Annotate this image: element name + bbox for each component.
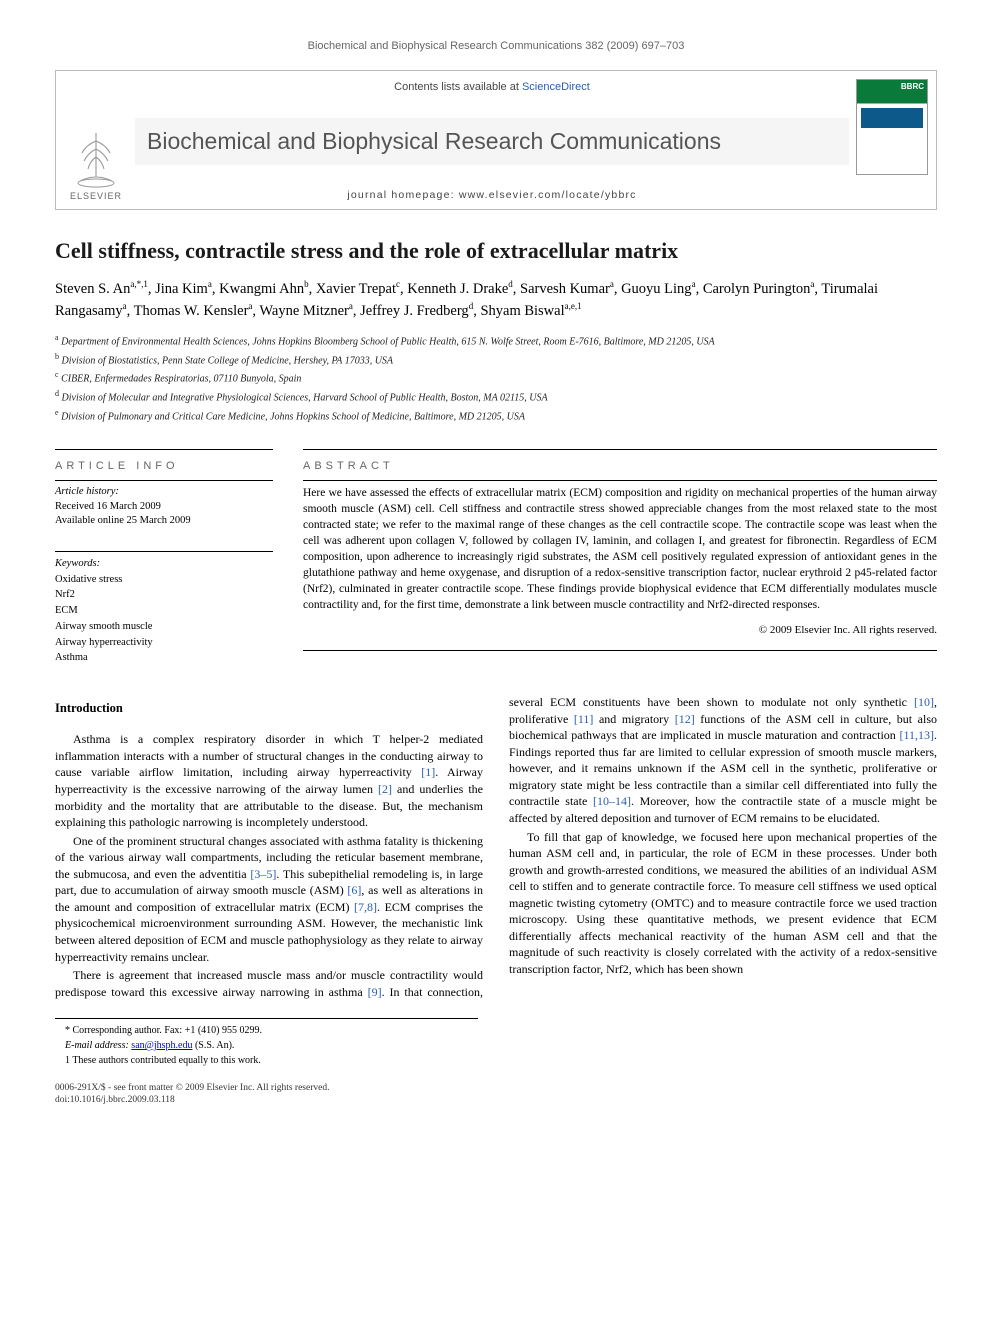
divider bbox=[303, 449, 937, 450]
affiliation-item: b Division of Biostatistics, Penn State … bbox=[55, 351, 937, 369]
citation-ref[interactable]: [11,13] bbox=[899, 728, 934, 742]
journal-header: ELSEVIER Contents lists available at Sci… bbox=[55, 70, 937, 210]
keywords-label: Keywords: bbox=[55, 558, 100, 569]
contents-available: Contents lists available at ScienceDirec… bbox=[136, 81, 848, 93]
footer: 0006-291X/$ - see front matter © 2009 El… bbox=[55, 1082, 937, 1107]
article-info-column: ARTICLE INFO Article history: Received 1… bbox=[55, 445, 273, 666]
email-suffix: (S.S. An). bbox=[195, 1040, 234, 1051]
citation-ref[interactable]: [6] bbox=[347, 883, 361, 897]
body-text: Introduction Asthma is a complex respira… bbox=[55, 694, 937, 1000]
citation-ref[interactable]: [2] bbox=[378, 782, 392, 796]
citation-ref[interactable]: [3–5] bbox=[250, 867, 276, 881]
divider bbox=[55, 551, 273, 552]
affiliation-item: d Division of Molecular and Integrative … bbox=[55, 388, 937, 406]
homepage-prefix: journal homepage: bbox=[347, 189, 459, 201]
available-date: Available online 25 March 2009 bbox=[55, 515, 191, 526]
footer-copyright: 0006-291X/$ - see front matter © 2009 El… bbox=[55, 1082, 937, 1094]
email-label: E-mail address: bbox=[65, 1040, 129, 1051]
body-paragraph: To fill that gap of knowledge, we focuse… bbox=[509, 829, 937, 978]
homepage-url: www.elsevier.com/locate/ybbrc bbox=[459, 189, 637, 201]
running-head: Biochemical and Biophysical Research Com… bbox=[55, 40, 937, 52]
corresponding-author-note: * Corresponding author. Fax: +1 (410) 95… bbox=[55, 1024, 478, 1038]
email-note: E-mail address: san@jhsph.edu (S.S. An). bbox=[55, 1039, 478, 1053]
equal-contribution-note: 1 These authors contributed equally to t… bbox=[55, 1054, 478, 1068]
citation-ref[interactable]: [10] bbox=[914, 695, 934, 709]
keywords-list: Oxidative stressNrf2ECMAirway smooth mus… bbox=[55, 572, 273, 667]
elsevier-tree-icon bbox=[72, 129, 120, 189]
email-link[interactable]: san@jhsph.edu bbox=[131, 1040, 192, 1051]
history-label: Article history: bbox=[55, 486, 119, 497]
body-paragraph: One of the prominent structural changes … bbox=[55, 833, 483, 965]
cover-image bbox=[856, 79, 928, 175]
divider bbox=[55, 480, 273, 481]
article-history: Article history: Received 16 March 2009 … bbox=[55, 485, 273, 529]
affiliation-item: e Division of Pulmonary and Critical Car… bbox=[55, 407, 937, 425]
journal-homepage: journal homepage: www.elsevier.com/locat… bbox=[136, 189, 848, 201]
header-center: Contents lists available at ScienceDirec… bbox=[136, 71, 848, 209]
keyword-item: Airway smooth muscle bbox=[55, 619, 273, 635]
citation-ref[interactable]: [1] bbox=[421, 765, 435, 779]
keywords-block: Keywords: Oxidative stressNrf2ECMAirway … bbox=[55, 556, 273, 666]
citation-ref[interactable]: [12] bbox=[675, 712, 695, 726]
citation-ref[interactable]: [9] bbox=[368, 985, 382, 999]
divider bbox=[303, 480, 937, 481]
article-meta-row: ARTICLE INFO Article history: Received 1… bbox=[55, 445, 937, 666]
publisher-name: ELSEVIER bbox=[70, 191, 122, 201]
affiliation-item: c CIBER, Enfermedades Respiratorias, 071… bbox=[55, 369, 937, 387]
divider bbox=[303, 650, 937, 651]
article-info-head: ARTICLE INFO bbox=[55, 460, 273, 472]
journal-name: Biochemical and Biophysical Research Com… bbox=[147, 128, 837, 155]
citation-ref[interactable]: [7,8] bbox=[354, 900, 377, 914]
author-list: Steven S. Ana,*,1, Jina Kima, Kwangmi Ah… bbox=[55, 278, 937, 322]
section-heading-introduction: Introduction bbox=[55, 700, 483, 717]
body-paragraphs: Asthma is a complex respiratory disorder… bbox=[55, 694, 937, 1000]
keyword-item: Asthma bbox=[55, 650, 273, 666]
publisher-logo: ELSEVIER bbox=[56, 71, 136, 209]
divider bbox=[55, 449, 273, 450]
footer-doi: doi:10.1016/j.bbrc.2009.03.118 bbox=[55, 1094, 937, 1106]
abstract-head: ABSTRACT bbox=[303, 460, 937, 472]
keyword-item: Airway hyperreactivity bbox=[55, 635, 273, 651]
page: Biochemical and Biophysical Research Com… bbox=[0, 0, 992, 1137]
footnotes: * Corresponding author. Fax: +1 (410) 95… bbox=[55, 1018, 478, 1068]
abstract-text: Here we have assessed the effects of ext… bbox=[303, 485, 937, 614]
body-paragraph: Asthma is a complex respiratory disorder… bbox=[55, 731, 483, 830]
abstract-column: ABSTRACT Here we have assessed the effec… bbox=[303, 445, 937, 666]
contents-prefix: Contents lists available at bbox=[394, 81, 522, 93]
affiliation-item: a Department of Environmental Health Sci… bbox=[55, 332, 937, 350]
received-date: Received 16 March 2009 bbox=[55, 501, 161, 512]
abstract-copyright: © 2009 Elsevier Inc. All rights reserved… bbox=[303, 624, 937, 636]
citation-ref[interactable]: [10–14] bbox=[593, 794, 631, 808]
keyword-item: Oxidative stress bbox=[55, 572, 273, 588]
sciencedirect-link[interactable]: ScienceDirect bbox=[522, 81, 590, 93]
keyword-item: ECM bbox=[55, 603, 273, 619]
citation-ref[interactable]: [11] bbox=[574, 712, 594, 726]
affiliations: a Department of Environmental Health Sci… bbox=[55, 332, 937, 425]
cover-thumbnail bbox=[848, 71, 936, 209]
article-title: Cell stiffness, contractile stress and t… bbox=[55, 238, 937, 264]
journal-title-banner: Biochemical and Biophysical Research Com… bbox=[135, 118, 849, 165]
keyword-item: Nrf2 bbox=[55, 587, 273, 603]
